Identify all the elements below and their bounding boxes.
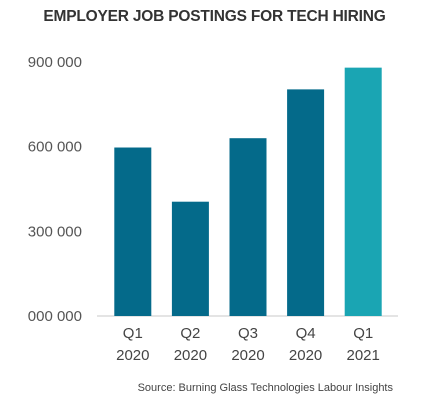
y-tick-label: 600 000 bbox=[28, 139, 82, 156]
y-tick-label: 000 000 bbox=[28, 308, 82, 325]
bar bbox=[229, 138, 267, 316]
x-tick-label: 2020 bbox=[231, 347, 264, 364]
source-note: Source: Burning Glass Technologies Labou… bbox=[137, 382, 393, 394]
x-tick-label: 2020 bbox=[174, 347, 207, 364]
x-tick-label: 2020 bbox=[116, 347, 149, 364]
bar bbox=[114, 147, 152, 316]
x-tick-label: Q2 bbox=[180, 325, 200, 342]
x-axis: Q1 2020 Q2 2020 Q3 2020 Q4 2020 Q1 2021 bbox=[116, 325, 380, 364]
chart-title: EMPLOYER JOB POSTINGS FOR TECH HIRING bbox=[43, 8, 386, 25]
x-tick-label: Q1 bbox=[123, 325, 143, 342]
bar bbox=[344, 67, 382, 317]
y-tick-label: 900 000 bbox=[28, 54, 82, 71]
bars bbox=[114, 67, 382, 317]
bar bbox=[287, 89, 325, 317]
x-tick-label: Q3 bbox=[238, 325, 258, 342]
x-tick-label: Q4 bbox=[296, 325, 316, 342]
bar bbox=[171, 201, 209, 316]
x-tick-label: Q1 bbox=[353, 325, 373, 342]
x-tick-label: 2021 bbox=[347, 347, 380, 364]
x-tick-label: 2020 bbox=[289, 347, 322, 364]
y-axis: 000 000 300 000 600 000 900 000 bbox=[28, 54, 82, 325]
y-tick-label: 300 000 bbox=[28, 223, 82, 240]
